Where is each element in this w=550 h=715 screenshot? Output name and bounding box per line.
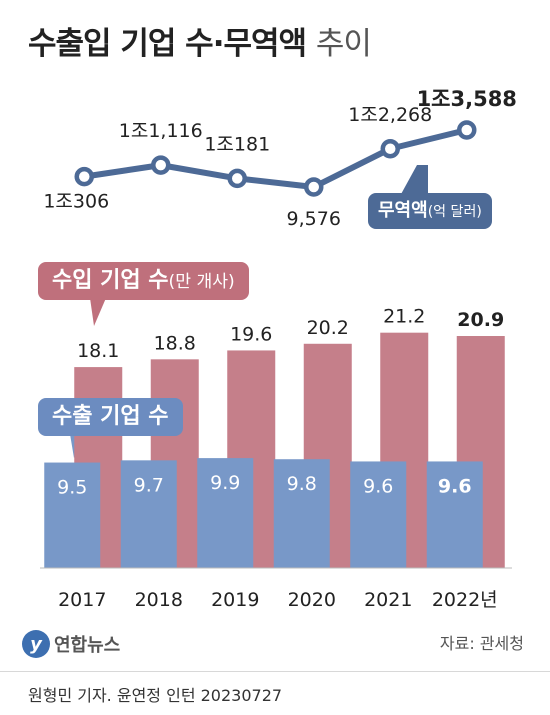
x-tick-label: 2021	[364, 589, 412, 611]
export-bar	[273, 459, 330, 568]
x-tick-label: 2017	[58, 589, 106, 611]
trade-line	[81, 127, 470, 190]
export-value-label: 9.6	[438, 475, 472, 497]
trade-point	[304, 177, 324, 197]
trade-value-label: 1조306	[43, 191, 109, 213]
export-bar	[44, 462, 101, 568]
import-value-label: 19.6	[230, 323, 272, 345]
export-bar	[350, 461, 407, 568]
trade-point	[380, 139, 400, 159]
x-tick-label: 2022년	[432, 589, 498, 611]
trade-value-label: 1조3,588	[417, 87, 517, 111]
x-tick-label: 2020	[288, 589, 336, 611]
export-value-label: 9.5	[57, 477, 87, 499]
trade-value-label: 9,576	[287, 208, 341, 230]
export-value-label: 9.8	[287, 473, 317, 495]
credit-bar: 원형민 기자. 윤연정 인턴 20230727	[0, 671, 550, 715]
export-bar	[426, 461, 483, 568]
export-companies-legend-bubble: 수출 기업 수	[38, 398, 183, 436]
trade-value-label: 1조181	[204, 133, 270, 155]
trade-amount-legend-bubble: 무역액(억 달러)	[368, 193, 492, 229]
trade-value-label: 1조1,116	[119, 120, 203, 142]
credit-text: 원형민 기자. 윤연정 인턴 20230727	[28, 686, 283, 705]
export-bar	[197, 458, 254, 568]
trade-point	[227, 168, 247, 189]
import-value-label: 20.2	[307, 317, 349, 339]
trade-value-label: 1조2,268	[348, 104, 432, 126]
x-tick-label: 2018	[135, 589, 183, 611]
trade-point	[74, 166, 94, 187]
chart-title: 수출입 기업 수·무역액 추이	[28, 26, 372, 62]
source-note: 자료: 관세청	[439, 634, 524, 653]
yonhap-logo: y 연합뉴스	[22, 624, 120, 664]
yonhap-logo-icon: y	[22, 630, 50, 658]
import-bubble-tail	[90, 298, 106, 326]
import-value-label: 20.9	[457, 309, 504, 331]
export-bar	[120, 460, 177, 568]
export-value-label: 9.6	[363, 475, 393, 497]
x-tick-label: 2019	[211, 589, 259, 611]
import-value-label: 18.8	[154, 332, 196, 354]
import-companies-legend-bubble: 수입 기업 수(만 개사)	[38, 262, 249, 300]
import-value-label: 21.2	[383, 306, 425, 328]
trade-bubble-tail	[400, 165, 428, 196]
export-value-label: 9.9	[210, 472, 240, 494]
import-value-label: 18.1	[77, 340, 119, 362]
trade-point	[457, 120, 477, 140]
export-value-label: 9.7	[134, 474, 164, 496]
trade-point	[151, 155, 171, 175]
